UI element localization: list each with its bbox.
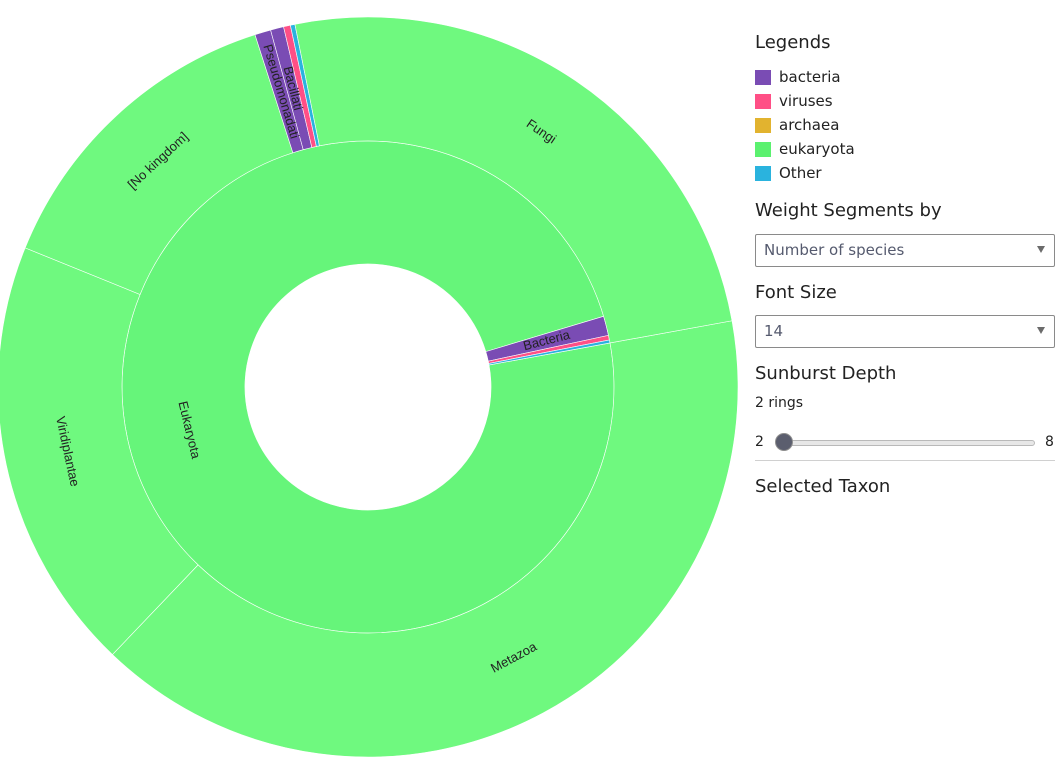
sunburst-segment-no-kingdom[interactable] <box>24 34 294 295</box>
sunburst-segment-eukaryota[interactable] <box>121 140 615 634</box>
control-panel: Legends bacteria viruses archaea eukaryo… <box>755 0 1055 762</box>
sunburst-depth-value: 2 rings <box>755 395 804 411</box>
font-size-title: Font Size <box>755 282 837 303</box>
font-size-value: 14 <box>764 322 784 340</box>
sunburst-segment-viridiplantae[interactable] <box>0 247 199 655</box>
weight-segments-select[interactable]: Number of species <box>755 234 1055 267</box>
legend-swatch-viruses <box>755 93 771 109</box>
slider-max-label: 8 <box>1045 434 1054 450</box>
legend-item-bacteria[interactable]: bacteria <box>755 67 841 87</box>
font-size-select[interactable]: 14 <box>755 315 1055 348</box>
sunburst-segment-metazoa[interactable] <box>112 320 739 758</box>
legend-swatch-other <box>755 165 771 181</box>
weight-segments-value: Number of species <box>764 241 905 259</box>
selected-taxon-title: Selected Taxon <box>755 476 891 497</box>
legend-label: bacteria <box>779 68 841 86</box>
chevron-down-icon <box>1037 246 1045 253</box>
sunburst-segment-fungi[interactable] <box>294 16 733 344</box>
depth-slider-track[interactable] <box>781 440 1035 446</box>
legend-item-archaea[interactable]: archaea <box>755 115 839 135</box>
divider <box>755 460 1055 461</box>
legend-item-viruses[interactable]: viruses <box>755 91 833 111</box>
sunburst-svg[interactable]: EukaryotaBacteriaMetazoaViridiplantae[No… <box>0 0 740 762</box>
legend-label: eukaryota <box>779 140 855 158</box>
legend-swatch-bacteria <box>755 69 771 85</box>
legend-swatch-archaea <box>755 117 771 133</box>
legend-label: Other <box>779 164 822 182</box>
chevron-down-icon <box>1037 327 1045 334</box>
sunburst-depth-title: Sunburst Depth <box>755 363 897 384</box>
depth-slider-thumb[interactable] <box>775 433 793 451</box>
legend-item-eukaryota[interactable]: eukaryota <box>755 139 855 159</box>
slider-min-label: 2 <box>755 434 764 450</box>
legend-label: viruses <box>779 92 833 110</box>
sunburst-chart[interactable]: Eukaryota Bacteria Metazoa Viridiplantae [No… <box>0 0 740 762</box>
legend-swatch-eukaryota <box>755 141 771 157</box>
legend-item-other[interactable]: Other <box>755 163 822 183</box>
legends-title: Legends <box>755 32 831 53</box>
weight-segments-title: Weight Segments by <box>755 200 942 221</box>
legend-label: archaea <box>779 116 840 134</box>
